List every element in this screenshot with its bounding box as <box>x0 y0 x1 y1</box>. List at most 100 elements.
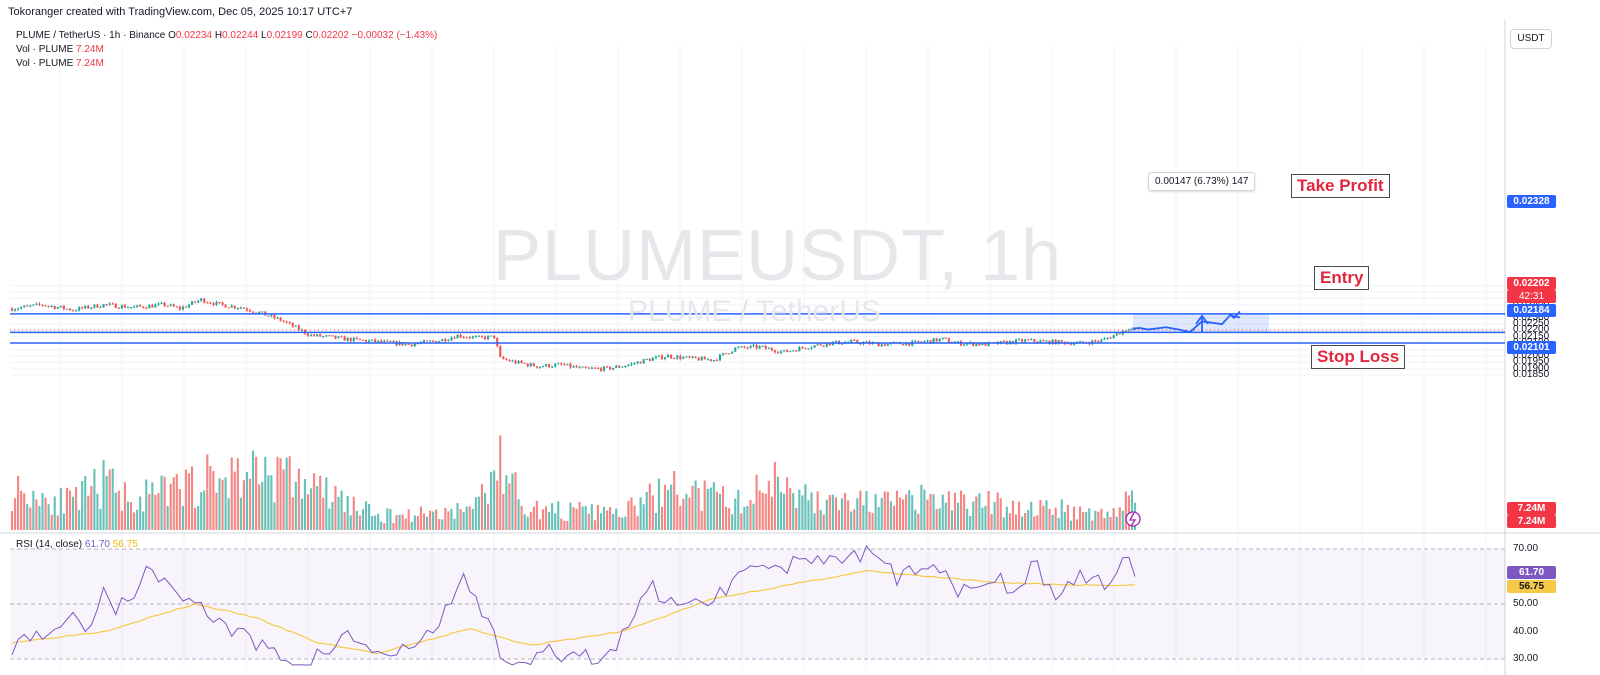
candle <box>975 343 978 347</box>
candle-body <box>526 363 529 367</box>
price-axis-tick: 0.02000 <box>1513 349 1550 361</box>
candle <box>181 305 184 311</box>
candle-body <box>966 343 969 345</box>
candle-body <box>331 335 334 337</box>
candle-body <box>337 336 340 339</box>
candle <box>712 359 715 363</box>
candle <box>779 349 783 355</box>
volume-bar <box>786 477 789 530</box>
candle <box>291 322 294 328</box>
volume-bar <box>120 510 123 530</box>
candle <box>285 320 288 324</box>
candle <box>236 307 239 310</box>
candle <box>792 349 795 352</box>
candle <box>334 335 337 340</box>
volume-bar <box>419 506 422 530</box>
candle <box>554 362 557 368</box>
candle <box>551 365 554 369</box>
volume-legend-2[interactable]: Vol · PLUME 7.24M <box>16 58 104 69</box>
volume-bar <box>139 496 142 530</box>
candle <box>316 333 319 338</box>
symbol-legend[interactable]: PLUME / TetherUS · 1h · Binance O0.02234… <box>16 30 438 41</box>
candle <box>599 366 603 372</box>
volume-bar <box>422 513 426 530</box>
candle-body <box>548 364 551 368</box>
candle <box>221 301 224 306</box>
candle <box>822 345 825 348</box>
candle-body <box>340 336 343 338</box>
volume-bar <box>770 496 773 530</box>
candle-body <box>1039 340 1042 343</box>
volume-bar <box>279 458 282 530</box>
volume-bar <box>44 497 47 530</box>
candle-body <box>267 315 270 317</box>
candle-body <box>746 347 749 349</box>
volume-bar <box>252 450 255 530</box>
candle <box>593 366 596 369</box>
volume-bar <box>1085 511 1088 530</box>
candle <box>111 302 114 305</box>
volume-bar <box>352 496 355 530</box>
volume-bar <box>694 480 697 530</box>
candle <box>322 335 325 338</box>
candle <box>429 339 432 342</box>
candle <box>465 336 468 339</box>
volume-bar <box>264 456 267 530</box>
rsi-legend[interactable]: RSI (14, close) 61.70 56.75 <box>16 539 138 550</box>
volume-legend-1[interactable]: Vol · PLUME 7.24M <box>16 44 104 55</box>
candle <box>529 362 532 367</box>
candle-body <box>810 347 813 349</box>
candle <box>502 356 505 360</box>
volume-bar <box>825 499 828 530</box>
candle <box>789 350 792 353</box>
take-profit-label[interactable]: Take Profit <box>1291 174 1390 198</box>
lightning-icon[interactable] <box>1125 511 1141 527</box>
candle-body <box>938 338 941 342</box>
candle-body <box>508 359 511 362</box>
volume-bar <box>151 482 154 530</box>
volume-bar <box>398 514 401 530</box>
candle <box>224 304 227 308</box>
candle <box>99 305 102 309</box>
volume-bar <box>636 515 639 530</box>
candle-body <box>749 345 752 349</box>
candle-body <box>96 304 99 308</box>
candle-body <box>468 337 471 339</box>
volume-bar <box>715 491 718 530</box>
candle-body <box>981 342 984 346</box>
volume-bar <box>593 520 596 530</box>
volume-bar <box>133 512 136 530</box>
volume-bars <box>10 435 1137 530</box>
volume-bar <box>483 492 487 530</box>
candle-body <box>486 335 490 339</box>
candle-body <box>93 304 96 308</box>
entry-label[interactable]: Entry <box>1314 266 1370 290</box>
candle-body <box>1103 338 1106 340</box>
currency-button[interactable]: USDT <box>1510 29 1552 49</box>
candle-body <box>81 307 84 309</box>
volume-bar <box>691 485 694 530</box>
candle-body <box>1069 343 1072 345</box>
stop-loss-label[interactable]: Stop Loss <box>1311 345 1406 369</box>
candle <box>206 301 209 304</box>
candle <box>606 365 609 368</box>
candle-body <box>880 344 883 347</box>
volume-bar <box>68 490 72 530</box>
candle <box>309 333 313 337</box>
volume-bar <box>184 469 188 530</box>
candle <box>810 345 813 350</box>
volume-bar <box>575 508 578 530</box>
volume-bar <box>1088 508 1091 530</box>
candle-body <box>529 363 532 367</box>
candle-body <box>700 356 703 361</box>
candle <box>190 300 194 306</box>
candle-body <box>883 344 886 346</box>
rsi-ma-tag: 56.75 <box>1507 580 1556 593</box>
volume-bar <box>471 508 474 530</box>
volume-bar <box>1060 499 1063 530</box>
symbol-name: PLUME / TetherUS · 1h · Binance <box>16 30 166 41</box>
volume-bar <box>709 487 712 530</box>
volume-bar <box>187 473 191 530</box>
